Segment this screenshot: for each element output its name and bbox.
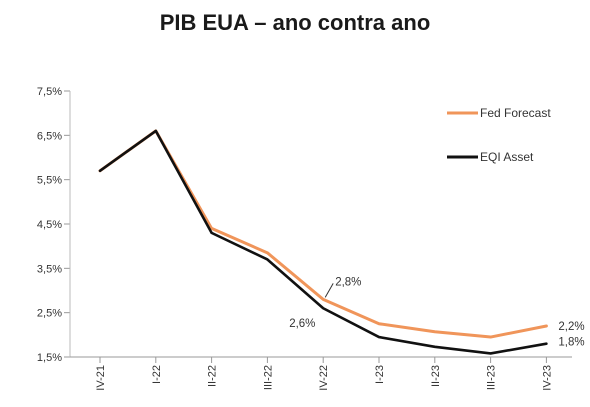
y-tick-label: 4,5% — [37, 219, 62, 231]
x-tick-label: IV-21 — [95, 365, 107, 391]
x-tick-label: II-22 — [207, 365, 219, 387]
y-tick-label: 6,5% — [37, 130, 62, 142]
x-tick-label: I-22 — [151, 365, 163, 384]
series-line — [98, 129, 548, 355]
x-tick-label: II-23 — [430, 365, 442, 387]
y-tick-label: 2,5% — [37, 308, 62, 320]
x-tick-label: I-23 — [374, 365, 386, 384]
y-tick-label: 3,5% — [37, 263, 62, 275]
data-label: 2,6% — [289, 318, 315, 330]
x-tick-label: III-23 — [486, 365, 498, 390]
annotation-leader — [324, 283, 334, 298]
legend-label: Fed Forecast — [480, 106, 551, 120]
x-tick-label: IV-22 — [318, 365, 330, 391]
chart-title: PIB EUA – ano contra ano — [159, 10, 431, 35]
y-tick-label: 5,5% — [37, 175, 62, 187]
x-tick-label: IV-23 — [541, 365, 553, 391]
data-label: 2,8% — [335, 276, 361, 288]
data-label: 1,8% — [558, 337, 584, 349]
data-label: 2,2% — [558, 321, 584, 333]
y-tick-label: 1,5% — [37, 352, 62, 364]
x-tick-label: III-22 — [262, 365, 274, 390]
y-tick-label: 7,5% — [37, 86, 62, 98]
legend-label: EQI Asset — [480, 150, 534, 164]
